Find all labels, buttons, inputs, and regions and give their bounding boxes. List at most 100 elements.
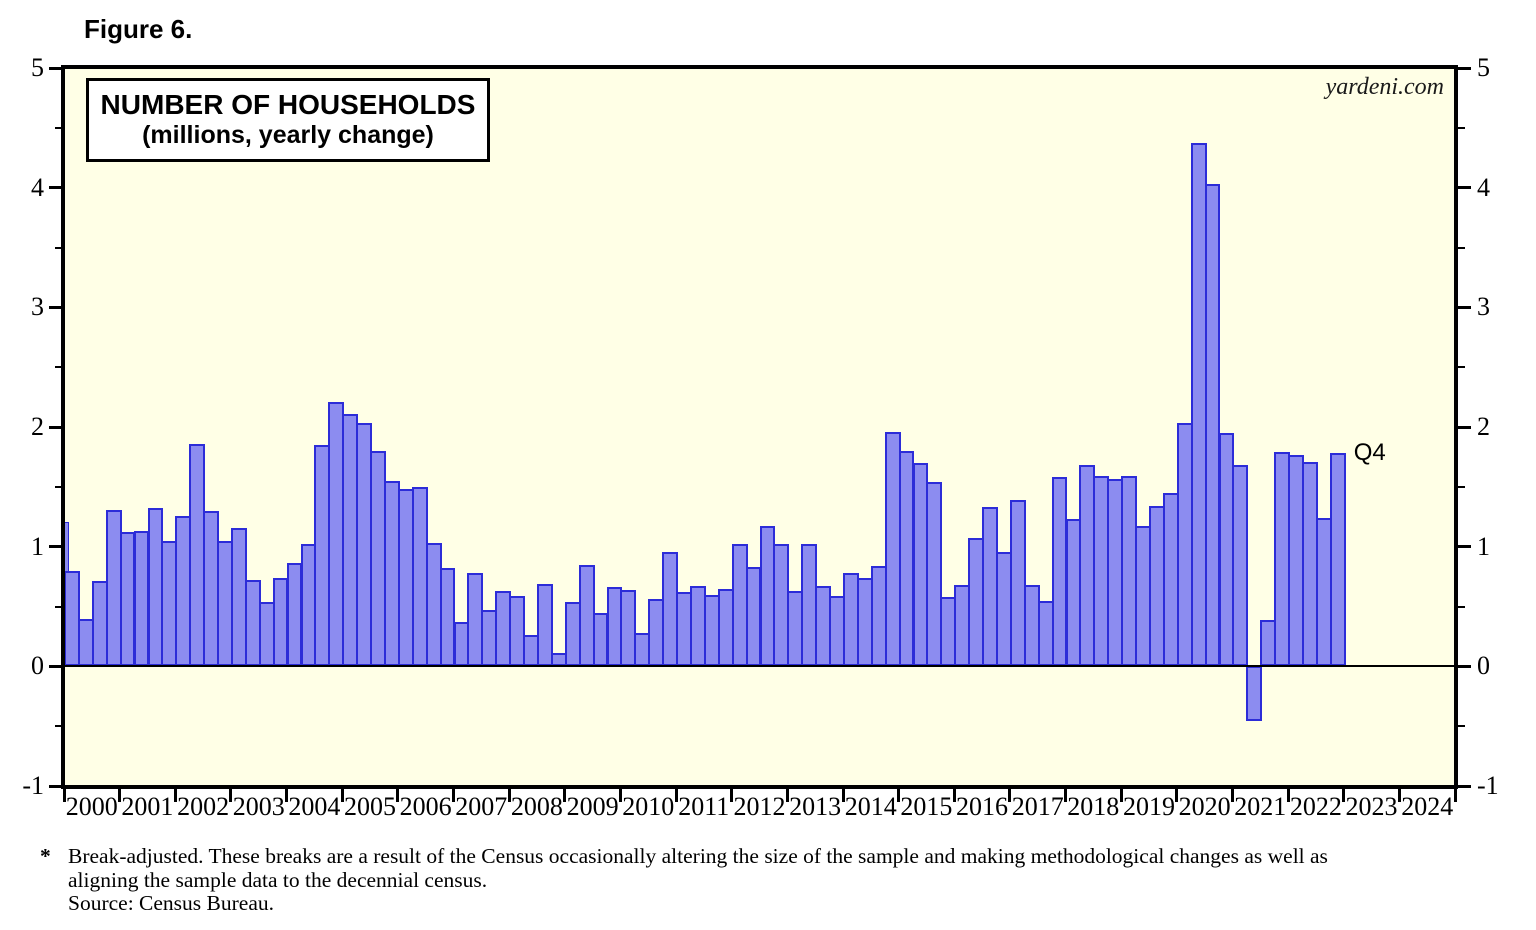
x-axis-label-2024: 2024 bbox=[1401, 792, 1454, 821]
x-tick-year bbox=[1119, 786, 1123, 802]
x-axis-label-2008: 2008 bbox=[510, 792, 563, 821]
x-axis-label-2011: 2011 bbox=[678, 792, 730, 821]
x-tick-year bbox=[452, 786, 455, 802]
x-tick-year bbox=[285, 786, 289, 802]
footnote-marker: * bbox=[40, 844, 51, 868]
chart-title: NUMBER OF HOUSEHOLDS bbox=[100, 89, 476, 120]
x-axis-label-2006: 2006 bbox=[399, 792, 452, 821]
x-axis-label-2017: 2017 bbox=[1011, 792, 1064, 821]
y-axis-label-left: 3 bbox=[31, 292, 44, 322]
bar-2008-q1 bbox=[509, 595, 525, 667]
x-tick-year bbox=[1064, 786, 1067, 802]
x-tick-year bbox=[674, 786, 678, 802]
y-axis-label-right: 5 bbox=[1477, 53, 1490, 82]
y-tick-minor-right bbox=[1456, 126, 1465, 129]
y-tick-minor-left bbox=[55, 725, 64, 728]
x-axis-label-2021: 2021 bbox=[1234, 792, 1287, 821]
y-axis-label-right: 4 bbox=[1477, 172, 1490, 202]
chart-title-box: NUMBER OF HOUSEHOLDS (millions, yearly c… bbox=[86, 78, 490, 162]
y-axis-label-left: 4 bbox=[31, 172, 44, 202]
zero-line bbox=[64, 665, 1455, 668]
y-tick-minor-left bbox=[55, 246, 64, 249]
y-tick-minor-left bbox=[55, 126, 64, 129]
footnote-text: Break-adjusted. These breaks are a resul… bbox=[68, 844, 1328, 916]
x-axis-label-2020: 2020 bbox=[1178, 792, 1231, 821]
x-axis-label-2004: 2004 bbox=[288, 792, 341, 821]
y-tick-minor-right bbox=[1456, 366, 1465, 369]
x-axis-label-2005: 2005 bbox=[343, 792, 396, 821]
x-tick-year bbox=[618, 786, 622, 802]
y-axis-label-left: 1 bbox=[31, 531, 44, 561]
x-tick-year bbox=[62, 786, 66, 802]
chart-subtitle: (millions, yearly change) bbox=[142, 121, 434, 149]
bar-2015-q3 bbox=[926, 482, 943, 667]
bar-2017-q1 bbox=[1009, 500, 1026, 667]
x-tick-year bbox=[730, 786, 734, 802]
x-axis-label-2000: 2000 bbox=[65, 792, 118, 821]
x-tick-year bbox=[563, 786, 567, 802]
y-tick-major-left bbox=[49, 66, 64, 70]
x-tick-year bbox=[1230, 786, 1234, 802]
x-tick-year bbox=[396, 786, 400, 802]
bar-2010-q1 bbox=[620, 589, 637, 667]
footnote-line-1: Break-adjusted. These breaks are a resul… bbox=[68, 844, 1328, 868]
y-tick-major-right bbox=[1456, 545, 1471, 549]
x-tick-year bbox=[507, 786, 511, 802]
x-tick-year bbox=[1175, 786, 1179, 802]
x-tick-year bbox=[1453, 786, 1457, 802]
y-tick-major-right bbox=[1456, 186, 1471, 190]
y-axis-label-left: -1 bbox=[22, 771, 44, 800]
x-axis-label-2022: 2022 bbox=[1289, 792, 1342, 821]
x-tick-year bbox=[897, 786, 901, 802]
x-axis-label-2016: 2016 bbox=[955, 792, 1008, 821]
y-axis-label-left: 0 bbox=[31, 651, 44, 681]
x-tick-year bbox=[785, 786, 789, 802]
y-axis-label-right: 2 bbox=[1477, 412, 1490, 441]
y-axis-label-left: 5 bbox=[31, 53, 44, 82]
x-tick-year bbox=[1286, 786, 1290, 802]
x-axis-label-2001: 2001 bbox=[121, 792, 174, 821]
x-axis-label-2019: 2019 bbox=[1122, 792, 1175, 821]
y-tick-minor-right bbox=[1456, 605, 1465, 608]
footnote-line-3: Source: Census Bureau. bbox=[68, 891, 275, 915]
y-tick-major-right bbox=[1456, 305, 1471, 309]
y-tick-major-left bbox=[49, 305, 64, 309]
y-tick-minor-left bbox=[55, 605, 64, 608]
y-tick-minor-left bbox=[55, 366, 64, 369]
x-axis-label-2015: 2015 bbox=[900, 792, 953, 821]
y-tick-major-left bbox=[49, 425, 64, 429]
y-axis-label-right: 1 bbox=[1477, 531, 1490, 561]
bar-2006-q4 bbox=[439, 568, 456, 667]
x-axis-label-2010: 2010 bbox=[622, 792, 675, 821]
y-tick-major-left bbox=[49, 545, 64, 549]
x-tick-year bbox=[1397, 786, 1401, 802]
footnote: * Break-adjusted. These breaks are a res… bbox=[40, 844, 1480, 916]
x-axis-label-2002: 2002 bbox=[177, 792, 230, 821]
y-tick-minor-left bbox=[55, 485, 64, 488]
figure-label: Figure 6. bbox=[84, 14, 193, 44]
watermark-yardeni: yardeni.com bbox=[1325, 74, 1444, 100]
x-tick-year bbox=[118, 786, 122, 802]
plot-frame bbox=[61, 65, 1458, 789]
x-axis-label-2007: 2007 bbox=[455, 792, 508, 821]
y-axis-label-right: 0 bbox=[1477, 651, 1490, 681]
y-axis-label-right: -1 bbox=[1477, 771, 1499, 800]
x-tick-year bbox=[173, 786, 177, 802]
x-axis-label-2023: 2023 bbox=[1345, 792, 1398, 821]
y-tick-minor-right bbox=[1456, 485, 1465, 488]
y-tick-major-left bbox=[49, 186, 64, 190]
bar-2021-q2 bbox=[1246, 666, 1263, 722]
y-tick-major-right bbox=[1456, 664, 1471, 668]
footnote-line-2: aligning the sample data to the decennia… bbox=[68, 867, 488, 892]
x-tick-year bbox=[1342, 786, 1346, 802]
y-tick-major-right bbox=[1456, 784, 1471, 788]
x-axis-label-2013: 2013 bbox=[789, 792, 842, 821]
y-tick-major-left bbox=[49, 784, 64, 788]
x-tick-year bbox=[841, 786, 845, 802]
y-tick-major-left bbox=[49, 664, 64, 668]
x-axis-label-2014: 2014 bbox=[844, 792, 897, 821]
y-tick-minor-right bbox=[1456, 725, 1465, 728]
y-axis-label-right: 3 bbox=[1477, 292, 1490, 322]
y-axis-label-left: 2 bbox=[31, 412, 44, 441]
y-tick-major-right bbox=[1456, 66, 1471, 70]
